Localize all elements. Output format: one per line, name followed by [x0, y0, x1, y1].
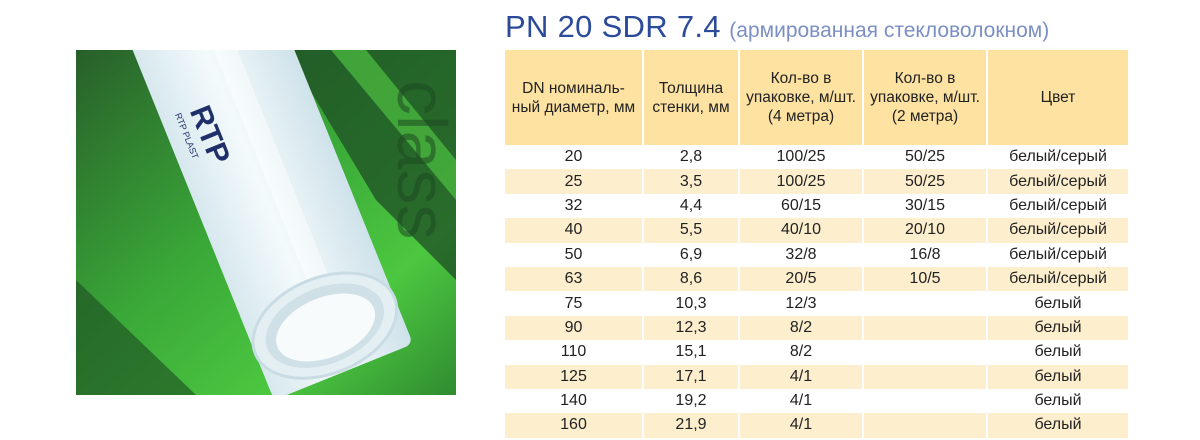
- cell-pack-4m: 12/3: [739, 291, 864, 316]
- table-row: 63 8,6 20/5 10/5 белый/серый: [505, 266, 1128, 292]
- table-row: 25 3,5 100/25 50/25 белый/серый: [505, 169, 1128, 194]
- cell-color: белый: [987, 340, 1128, 365]
- cell-pack-2m: [863, 413, 988, 438]
- cell-pack-2m: [863, 364, 988, 389]
- cell-pack-2m: [863, 340, 988, 365]
- cell-color: белый/серый: [987, 242, 1128, 267]
- table-row: 140 19,2 4/1 белый: [505, 388, 1128, 414]
- cell-color: белый/серый: [987, 218, 1128, 243]
- cell-pack-2m: 50/25: [863, 169, 988, 194]
- table-header-row: DN номиналь-ный диаметр, мм Толщина стен…: [505, 50, 1128, 145]
- pipe-hole: [276, 293, 376, 362]
- cell-pack-2m: 50/25: [863, 145, 988, 170]
- cell-color: белый/серый: [987, 266, 1128, 292]
- cell-color: белый: [987, 413, 1128, 438]
- cell-diameter: 32: [505, 193, 644, 219]
- title-main: PN 20 SDR 7.4: [505, 9, 721, 44]
- cell-pack-4m: 4/1: [739, 388, 864, 414]
- cell-pack-2m: 10/5: [863, 266, 988, 292]
- table-row: 20 2,8 100/25 50/25 белый/серый: [505, 145, 1128, 170]
- cell-pack-2m: 20/10: [863, 218, 988, 243]
- cell-pack-4m: 4/1: [739, 413, 864, 438]
- dark-band: [286, 50, 456, 280]
- table-row: 50 6,9 32/8 16/8 белый/серый: [505, 242, 1128, 267]
- cell-thickness: 6,9: [643, 242, 740, 267]
- header-wall-thickness: Толщина стенки, мм: [643, 50, 740, 145]
- cell-pack-2m: 30/15: [863, 193, 988, 219]
- cell-color: белый/серый: [987, 193, 1128, 219]
- cell-pack-4m: 8/2: [739, 315, 864, 341]
- cell-thickness: 4,4: [643, 193, 740, 219]
- cell-pack-2m: [863, 315, 988, 341]
- cell-color: белый: [987, 364, 1128, 389]
- cell-diameter: 140: [505, 388, 644, 414]
- table-row: 32 4,4 60/15 30/15 белый/серый: [505, 193, 1128, 219]
- table-row: 125 17,1 4/1 белый: [505, 364, 1128, 389]
- cell-thickness: 19,2: [643, 388, 740, 414]
- cell-diameter: 20: [505, 145, 644, 170]
- cell-thickness: 10,3: [643, 291, 740, 316]
- cell-diameter: 90: [505, 315, 644, 341]
- cell-pack-4m: 60/15: [739, 193, 864, 219]
- cell-diameter: 125: [505, 364, 644, 389]
- cell-diameter: 40: [505, 218, 644, 243]
- cell-pack-4m: 100/25: [739, 145, 864, 170]
- table-row: 160 21,9 4/1 белый: [505, 413, 1128, 438]
- header-pack-4m: Кол-во в упаковке, м/шт. (4 метра): [739, 50, 864, 145]
- pipe: RTP RTP PLAST: [115, 50, 411, 395]
- specs-table: DN номиналь-ный диаметр, мм Толщина стен…: [505, 50, 1128, 438]
- dark-corner: [76, 280, 196, 395]
- cell-pack-4m: 32/8: [739, 242, 864, 267]
- table-row: 110 15,1 8/2 белый: [505, 340, 1128, 365]
- cell-pack-4m: 8/2: [739, 340, 864, 365]
- table-row: 90 12,3 8/2 белый: [505, 315, 1128, 341]
- header-color: Цвет: [987, 50, 1128, 145]
- cell-thickness: 3,5: [643, 169, 740, 194]
- cell-color: белый/серый: [987, 169, 1128, 194]
- cell-pack-4m: 20/5: [739, 266, 864, 292]
- cell-pack-2m: [863, 291, 988, 316]
- cell-pack-4m: 100/25: [739, 169, 864, 194]
- page-title: PN 20 SDR 7.4 (армированная стекловолокн…: [505, 7, 1049, 53]
- cell-thickness: 15,1: [643, 340, 740, 365]
- light-band: [331, 50, 456, 200]
- cell-diameter: 63: [505, 266, 644, 292]
- cell-thickness: 12,3: [643, 315, 740, 341]
- cell-thickness: 8,6: [643, 266, 740, 292]
- cell-pack-2m: 16/8: [863, 242, 988, 267]
- cell-thickness: 5,5: [643, 218, 740, 243]
- cell-color: белый: [987, 291, 1128, 316]
- cell-pack-4m: 4/1: [739, 364, 864, 389]
- pipe-illustration: class RTP RTP PLAST: [76, 50, 456, 395]
- cell-diameter: 160: [505, 413, 644, 438]
- cell-pack-2m: [863, 388, 988, 414]
- cell-color: белый: [987, 388, 1128, 414]
- title-subtitle: (армированная стекловолокном): [729, 19, 1050, 42]
- cell-thickness: 17,1: [643, 364, 740, 389]
- cell-diameter: 110: [505, 340, 644, 365]
- cell-color: белый: [987, 315, 1128, 341]
- cell-thickness: 2,8: [643, 145, 740, 170]
- table-row: 40 5,5 40/10 20/10 белый/серый: [505, 218, 1128, 243]
- cell-diameter: 25: [505, 169, 644, 194]
- cell-thickness: 21,9: [643, 413, 740, 438]
- background-lettering: class: [383, 80, 456, 239]
- pipe-highlight: [182, 50, 335, 298]
- cell-diameter: 50: [505, 242, 644, 267]
- cell-color: белый/серый: [987, 145, 1128, 170]
- cell-diameter: 75: [505, 291, 644, 316]
- header-diameter: DN номиналь-ный диаметр, мм: [505, 50, 644, 145]
- cell-pack-4m: 40/10: [739, 218, 864, 243]
- header-pack-2m: Кол-во в упаковке, м/шт. (2 метра): [863, 50, 988, 145]
- table-row: 75 10,3 12/3 белый: [505, 291, 1128, 316]
- product-photo: class RTP RTP PLAST: [76, 50, 456, 395]
